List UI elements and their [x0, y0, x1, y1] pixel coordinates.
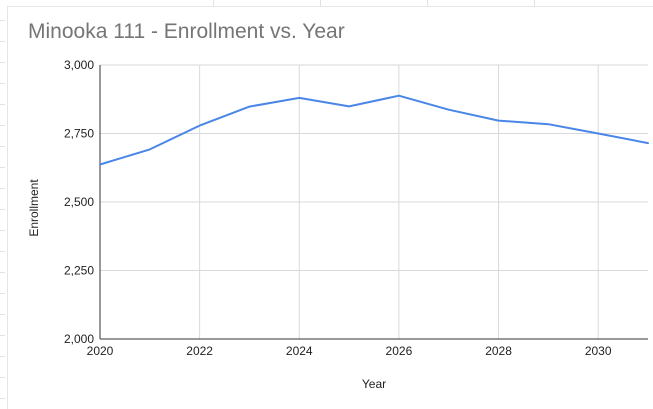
- sheet-grid-line: [0, 251, 5, 252]
- data-point[interactable]: [544, 120, 552, 128]
- x-axis-title: Year: [362, 377, 386, 391]
- x-tick-label: 2022: [186, 344, 213, 358]
- sheet-grid-line: [0, 314, 5, 315]
- y-tick-label: 3,000: [64, 58, 94, 72]
- x-tick-label: 2020: [87, 344, 114, 358]
- sheet-grid-line: [0, 125, 5, 126]
- sheet-grid-line: [213, 0, 214, 6]
- sheet-grid-line: [0, 209, 5, 210]
- sheet-grid-line: [0, 104, 5, 105]
- sheet-grid-line: [0, 41, 5, 42]
- x-tick-label: 2030: [585, 344, 612, 358]
- data-point[interactable]: [345, 102, 353, 110]
- sheet-grid-line: [0, 83, 5, 84]
- sheet-grid-line: [0, 293, 5, 294]
- sheet-grid-line: [0, 335, 5, 336]
- chart-title: Minooka 111 - Enrollment vs. Year: [28, 20, 345, 43]
- sheet-grid-line: [0, 62, 5, 63]
- y-tick-label: 2,500: [64, 195, 94, 209]
- data-point[interactable]: [245, 103, 253, 111]
- data-point[interactable]: [644, 139, 652, 147]
- sheet-grid-line: [0, 188, 5, 189]
- x-tick-label: 2024: [286, 344, 313, 358]
- sheet-grid-line: [320, 0, 321, 6]
- data-point[interactable]: [196, 122, 204, 130]
- data-point[interactable]: [146, 145, 154, 153]
- data-point[interactable]: [96, 160, 104, 168]
- data-point[interactable]: [594, 130, 602, 138]
- chart-container[interactable]: [7, 6, 653, 409]
- sheet-grid-line: [0, 167, 5, 168]
- y-tick-label: 2,750: [64, 127, 94, 141]
- x-tick-label: 2028: [485, 344, 512, 358]
- y-tick-label: 2,000: [64, 332, 94, 346]
- sheet-grid-line: [534, 0, 535, 6]
- sheet-grid-line: [0, 20, 5, 21]
- grid-lines: [100, 64, 648, 339]
- data-point[interactable]: [295, 94, 303, 102]
- axes: [99, 65, 648, 340]
- data-point[interactable]: [395, 92, 403, 100]
- data-point[interactable]: [495, 117, 503, 125]
- y-axis-title: Enrollment: [27, 179, 41, 237]
- y-tick-label: 2,250: [64, 264, 94, 278]
- sheet-grid-line: [427, 0, 428, 6]
- sheet-grid-line: [0, 356, 5, 357]
- sheet-grid-line: [0, 398, 5, 399]
- data-point[interactable]: [445, 106, 453, 114]
- tick-labels: 2,000 2,250 2,500 2,750 3,000 2020 2022 2024 202…: [64, 58, 612, 358]
- series-lines: [96, 92, 652, 168]
- enrollment-series-line[interactable]: [99, 94, 649, 166]
- sheet-grid-line: [0, 272, 5, 273]
- sheet-grid-line: [0, 377, 5, 378]
- x-tick-label: 2026: [386, 344, 413, 358]
- sheet-grid-line: [0, 230, 5, 231]
- sheet-grid-line: [0, 146, 5, 147]
